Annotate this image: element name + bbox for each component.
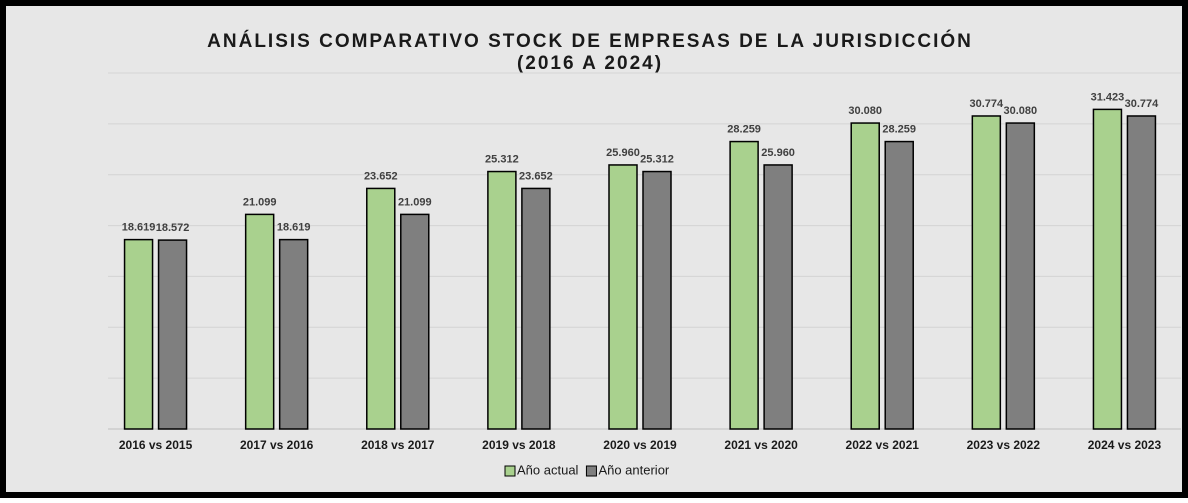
bar	[521, 187, 551, 430]
bar	[1092, 108, 1123, 430]
data-label: 18.572	[156, 222, 190, 234]
data-label: 21.099	[243, 196, 277, 208]
chart-title: ANÁLISIS COMPARATIVO STOCK DE EMPRESAS D…	[207, 30, 973, 52]
data-label: 30.774	[1125, 98, 1160, 110]
bar	[642, 170, 672, 430]
data-label: 25.312	[485, 153, 519, 165]
data-label: 23.652	[364, 170, 398, 182]
bar	[1005, 122, 1036, 430]
data-label: 25.960	[761, 147, 795, 159]
data-label: 28.259	[882, 123, 916, 135]
bar	[366, 187, 396, 430]
x-tick-label: 2016 vs 2015	[119, 438, 193, 452]
data-label: 30.774	[970, 98, 1005, 110]
data-label: 23.652	[519, 170, 553, 182]
x-tick-label: 2019 vs 2018	[482, 438, 556, 452]
data-label: 25.312	[640, 153, 674, 165]
legend-label: Año anterior	[598, 462, 669, 477]
bar	[487, 170, 517, 430]
bar	[608, 164, 638, 430]
legend-label: Año actual	[517, 462, 579, 477]
legend-swatch	[585, 465, 597, 477]
x-tick-label: 2021 vs 2020	[724, 438, 798, 452]
bar	[971, 115, 1002, 430]
chart-subtitle: (2016 A 2024)	[517, 53, 663, 74]
bar	[884, 140, 914, 430]
data-label: 18.619	[122, 222, 156, 234]
bar	[244, 213, 275, 430]
x-tick-label: 2022 vs 2021	[846, 438, 920, 452]
bar	[400, 213, 430, 430]
x-tick-label: 2023 vs 2022	[967, 438, 1041, 452]
bar	[278, 238, 309, 430]
x-tick-label: 2017 vs 2016	[240, 438, 314, 452]
bar	[157, 239, 188, 430]
x-tick-label: 2020 vs 2019	[603, 438, 677, 452]
data-label: 30.080	[1004, 105, 1038, 117]
bar	[729, 140, 759, 430]
bar	[1126, 115, 1157, 430]
bar	[123, 238, 154, 430]
bar	[850, 122, 880, 430]
x-tick-label: 2018 vs 2017	[361, 438, 435, 452]
data-label: 25.960	[606, 147, 640, 159]
legend-swatch	[504, 465, 516, 477]
bar	[763, 164, 793, 430]
data-label: 21.099	[398, 196, 432, 208]
data-label: 28.259	[727, 123, 761, 135]
x-tick-label: 2024 vs 2023	[1088, 438, 1162, 452]
data-label: 18.619	[277, 222, 311, 234]
data-label: 30.080	[848, 105, 882, 117]
data-label: 31.423	[1091, 91, 1125, 103]
